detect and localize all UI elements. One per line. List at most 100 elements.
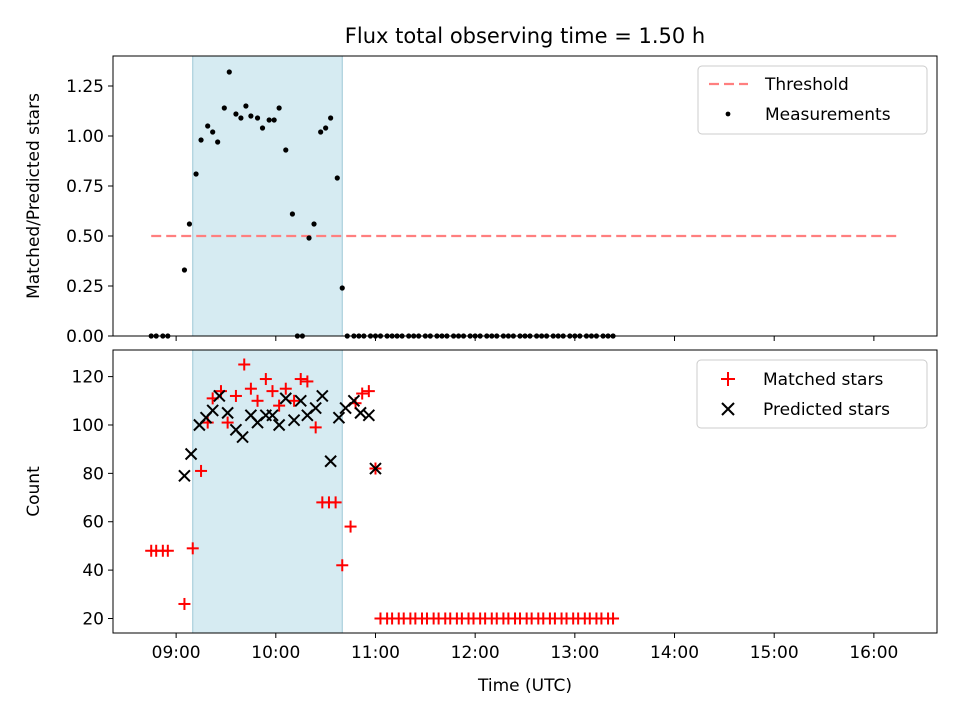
x-tick-label: 14:00: [650, 643, 699, 663]
matched-point: [273, 399, 286, 412]
measurement-point: [215, 139, 221, 145]
y-tick-label: 60: [82, 513, 104, 533]
measurement-point: [205, 123, 211, 129]
y-tick-label: 100: [72, 416, 104, 436]
y-tick-label: 20: [82, 609, 104, 629]
legend-measurements-swatch: [725, 111, 731, 117]
matched-point: [294, 373, 307, 386]
y-tick-label: 80: [82, 464, 104, 484]
predicted-point: [294, 394, 307, 408]
predicted-point: [332, 411, 346, 424]
matched-point: [344, 520, 357, 533]
measurement-point: [221, 105, 227, 111]
count-axes-frame: [112, 349, 938, 634]
chart-title: Flux total observing time = 1.50 h: [345, 24, 705, 48]
x-tick-label: 09:00: [152, 643, 201, 663]
predicted-point: [324, 455, 337, 468]
matched-point: [336, 559, 349, 572]
legend-predicted-swatch: [721, 402, 735, 416]
predicted-point: [266, 409, 279, 422]
matched-point: [229, 389, 242, 402]
ratio-y-ticks: 0.00 0.25 0.50 0.75 1.00 1.25: [66, 77, 113, 347]
predicted-point: [354, 406, 367, 420]
matched-point: [607, 612, 620, 625]
measurement-point: [323, 125, 329, 131]
matched-point: [329, 496, 342, 509]
measurement-point: [306, 235, 312, 241]
count-points: [145, 358, 620, 625]
measurement-point: [328, 115, 334, 121]
ratio-legend: Threshold Measurements: [697, 65, 928, 135]
predicted-point: [213, 389, 226, 403]
measurement-point: [186, 221, 193, 227]
x-tick-label: 15:00: [750, 643, 799, 663]
ratio-legend-box: [697, 65, 928, 135]
measurement-point: [254, 115, 261, 121]
count-y-ticks: 20 40 60 80 100 120: [72, 368, 113, 629]
measurement-point: [233, 111, 239, 117]
y-tick-label: 0.00: [66, 327, 104, 347]
predicted-point: [178, 469, 191, 482]
matched-point: [238, 358, 251, 371]
legend-measurements-label: Measurements: [765, 105, 891, 125]
measurement-point: [289, 211, 296, 217]
predicted-point: [184, 447, 198, 461]
measurement-point: [334, 175, 340, 181]
predicted-point: [206, 404, 219, 417]
predicted-point: [236, 430, 249, 444]
matched-point: [288, 394, 301, 407]
legend-matched-label: Matched stars: [763, 370, 883, 390]
matched-point: [178, 597, 191, 610]
measurement-point: [193, 171, 199, 177]
y-tick-label: 40: [82, 561, 104, 581]
measurement-point: [339, 285, 345, 291]
x-tick-label: 13:00: [550, 643, 599, 663]
measurement-point: [243, 103, 249, 109]
x-tick-label: 11:00: [351, 643, 400, 663]
matched-point: [279, 382, 292, 395]
measurement-point: [210, 129, 216, 135]
matched-point: [301, 375, 314, 388]
observing-window-top: [192, 55, 343, 337]
count-y-axis-label: Count: [24, 466, 44, 517]
predicted-point: [279, 392, 292, 405]
matched-point: [195, 464, 208, 477]
x-tick-label: 10:00: [251, 643, 300, 663]
measurement-point: [181, 267, 188, 273]
matched-point: [309, 421, 322, 434]
measurement-point: [311, 221, 317, 227]
x-axis-label: Time (UTC): [477, 676, 572, 696]
matched-point: [362, 385, 375, 398]
count-panel: 20 40 60 80 100 120 09:00 10:00 11:00 12:00 13:00…: [24, 349, 938, 696]
measurement-point: [283, 147, 289, 153]
measurement-point: [276, 105, 282, 111]
matched-point: [251, 394, 264, 407]
count-legend: Matched stars Predicted stars: [696, 359, 928, 429]
y-tick-label: 1.00: [66, 127, 104, 147]
matched-point: [161, 544, 174, 557]
measurement-point: [259, 125, 266, 131]
measurement-point: [238, 115, 244, 121]
x-tick-label: 12:00: [451, 643, 500, 663]
measurement-point: [318, 129, 324, 135]
measurement-point: [271, 117, 277, 123]
ratio-x-ticks: [175, 336, 875, 341]
measurement-point: [226, 69, 232, 75]
matched-point: [259, 373, 272, 386]
ratio-axes-frame: [112, 55, 938, 337]
predicted-point: [369, 462, 382, 475]
measurement-point: [198, 137, 204, 143]
legend-predicted-label: Predicted stars: [763, 400, 890, 420]
matched-point: [186, 542, 199, 555]
ratio-panel: 0.00 0.25 0.50 0.75 1.00 1.25 Matched/Predict…: [24, 55, 938, 347]
matched-point: [244, 382, 257, 395]
y-tick-label: 0.75: [66, 177, 104, 197]
y-tick-label: 0.25: [66, 277, 104, 297]
ratio-y-axis-label: Matched/Predicted stars: [24, 93, 44, 299]
y-tick-label: 0.50: [66, 227, 104, 247]
measurement-point: [248, 113, 254, 119]
predicted-point: [362, 409, 376, 422]
count-x-ticks: 09:00 10:00 11:00 12:00 13:00 14:00 15:00 16:00: [152, 633, 898, 663]
predicted-point: [316, 389, 329, 403]
